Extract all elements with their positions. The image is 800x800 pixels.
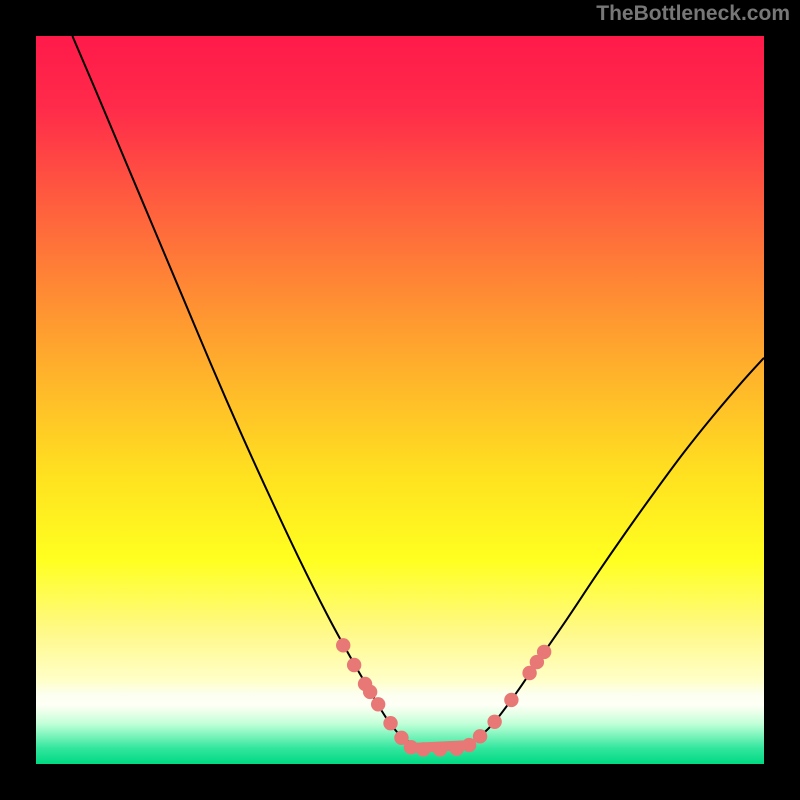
data-marker (336, 638, 350, 652)
watermark-text: TheBottleneck.com (596, 2, 790, 26)
figure-frame: TheBottleneck.com (0, 0, 800, 800)
data-marker (433, 742, 447, 756)
gradient-background (36, 36, 764, 764)
data-marker (537, 645, 551, 659)
data-marker (347, 658, 361, 672)
data-marker (404, 740, 418, 754)
data-marker (371, 697, 385, 711)
data-marker (450, 742, 464, 756)
data-marker (473, 729, 487, 743)
data-marker (487, 715, 501, 729)
data-marker (504, 693, 518, 707)
data-marker (416, 742, 430, 756)
data-marker (383, 716, 397, 730)
data-marker (363, 685, 377, 699)
bottleneck-chart (36, 36, 764, 764)
